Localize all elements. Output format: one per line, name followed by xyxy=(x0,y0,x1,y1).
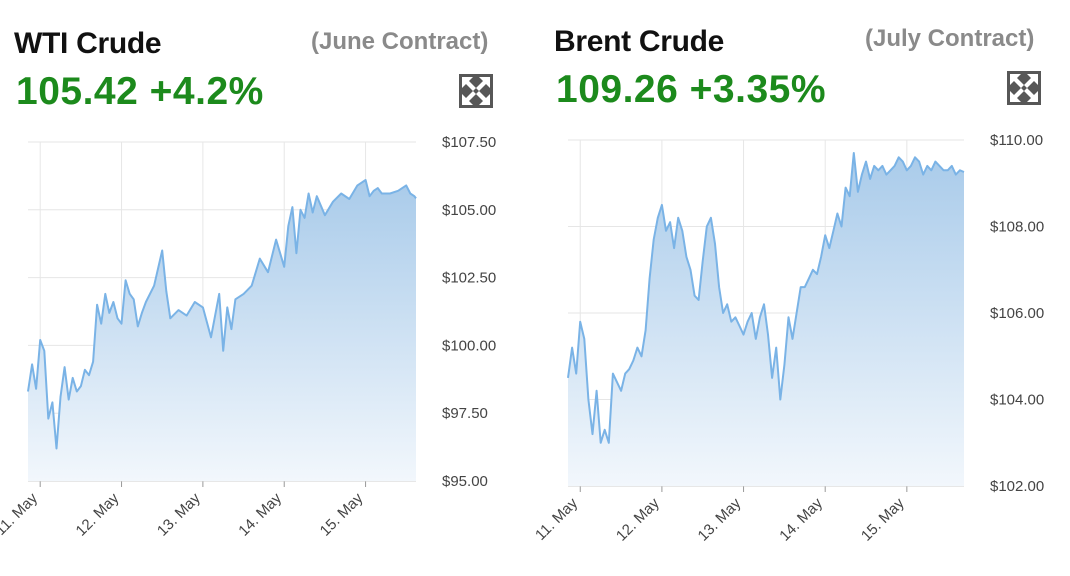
series-line xyxy=(27,179,417,450)
price-change-readout: 105.42 +4.2% xyxy=(16,70,264,114)
x-tick-label: 13. May xyxy=(154,489,204,539)
price-change: +3.35% xyxy=(689,68,826,111)
x-tick-label: 15. May xyxy=(858,494,908,544)
price-value: 105.42 xyxy=(16,70,139,113)
y-tick-label: $97.50 xyxy=(442,405,488,422)
wti-price-chart: $107.50 $105.00 $102.50 $100.00 $97.50 $95.00… xyxy=(0,134,496,540)
x-tick-label: 12. May xyxy=(613,494,663,544)
y-tick-label: $100.00 xyxy=(442,337,496,354)
x-tick-label: 11. May xyxy=(0,489,41,538)
y-tick-label: $104.00 xyxy=(990,392,1044,409)
x-tick-label: 14. May xyxy=(776,494,826,544)
contract-label: (July Contract) xyxy=(865,25,1035,52)
wti-panel: WTI Crude (June Contract) 105.42 +4.2% $… xyxy=(0,0,530,576)
brent-price-chart: $110.00 $108.00 $106.00 $104.00 $102.00 11. M… xyxy=(532,132,1044,545)
chart-title: Brent Crude xyxy=(554,25,725,58)
y-tick-label: $102.50 xyxy=(442,270,496,287)
price-value: 109.26 xyxy=(556,68,679,111)
y-tick-label: $110.00 xyxy=(990,132,1043,149)
price-change: +4.2% xyxy=(149,70,264,113)
y-tick-label: $95.00 xyxy=(442,473,488,490)
y-tick-label: $108.00 xyxy=(990,219,1044,236)
series-area xyxy=(28,180,416,481)
expand-arrows-icon[interactable] xyxy=(459,74,493,108)
y-tick-label: $102.00 xyxy=(990,478,1044,495)
chart-title: WTI Crude xyxy=(14,27,162,60)
x-tick-label: 13. May xyxy=(695,494,745,544)
y-tick-label: $106.00 xyxy=(990,305,1044,322)
price-change-readout: 109.26 +3.35% xyxy=(556,68,826,112)
y-tick-label: $107.50 xyxy=(442,134,496,151)
x-tick-label: 14. May xyxy=(235,489,285,539)
x-tick-label: 15. May xyxy=(317,489,367,539)
contract-label: (June Contract) xyxy=(311,28,489,55)
y-tick-label: $105.00 xyxy=(442,202,496,219)
x-tick-label: 11. May xyxy=(532,494,581,543)
expand-arrows-icon[interactable] xyxy=(1007,71,1041,105)
brent-panel: Brent Crude (July Contract) 109.26 +3.35… xyxy=(532,0,1070,576)
x-tick-label: 12. May xyxy=(73,489,123,539)
series-line xyxy=(567,152,965,444)
